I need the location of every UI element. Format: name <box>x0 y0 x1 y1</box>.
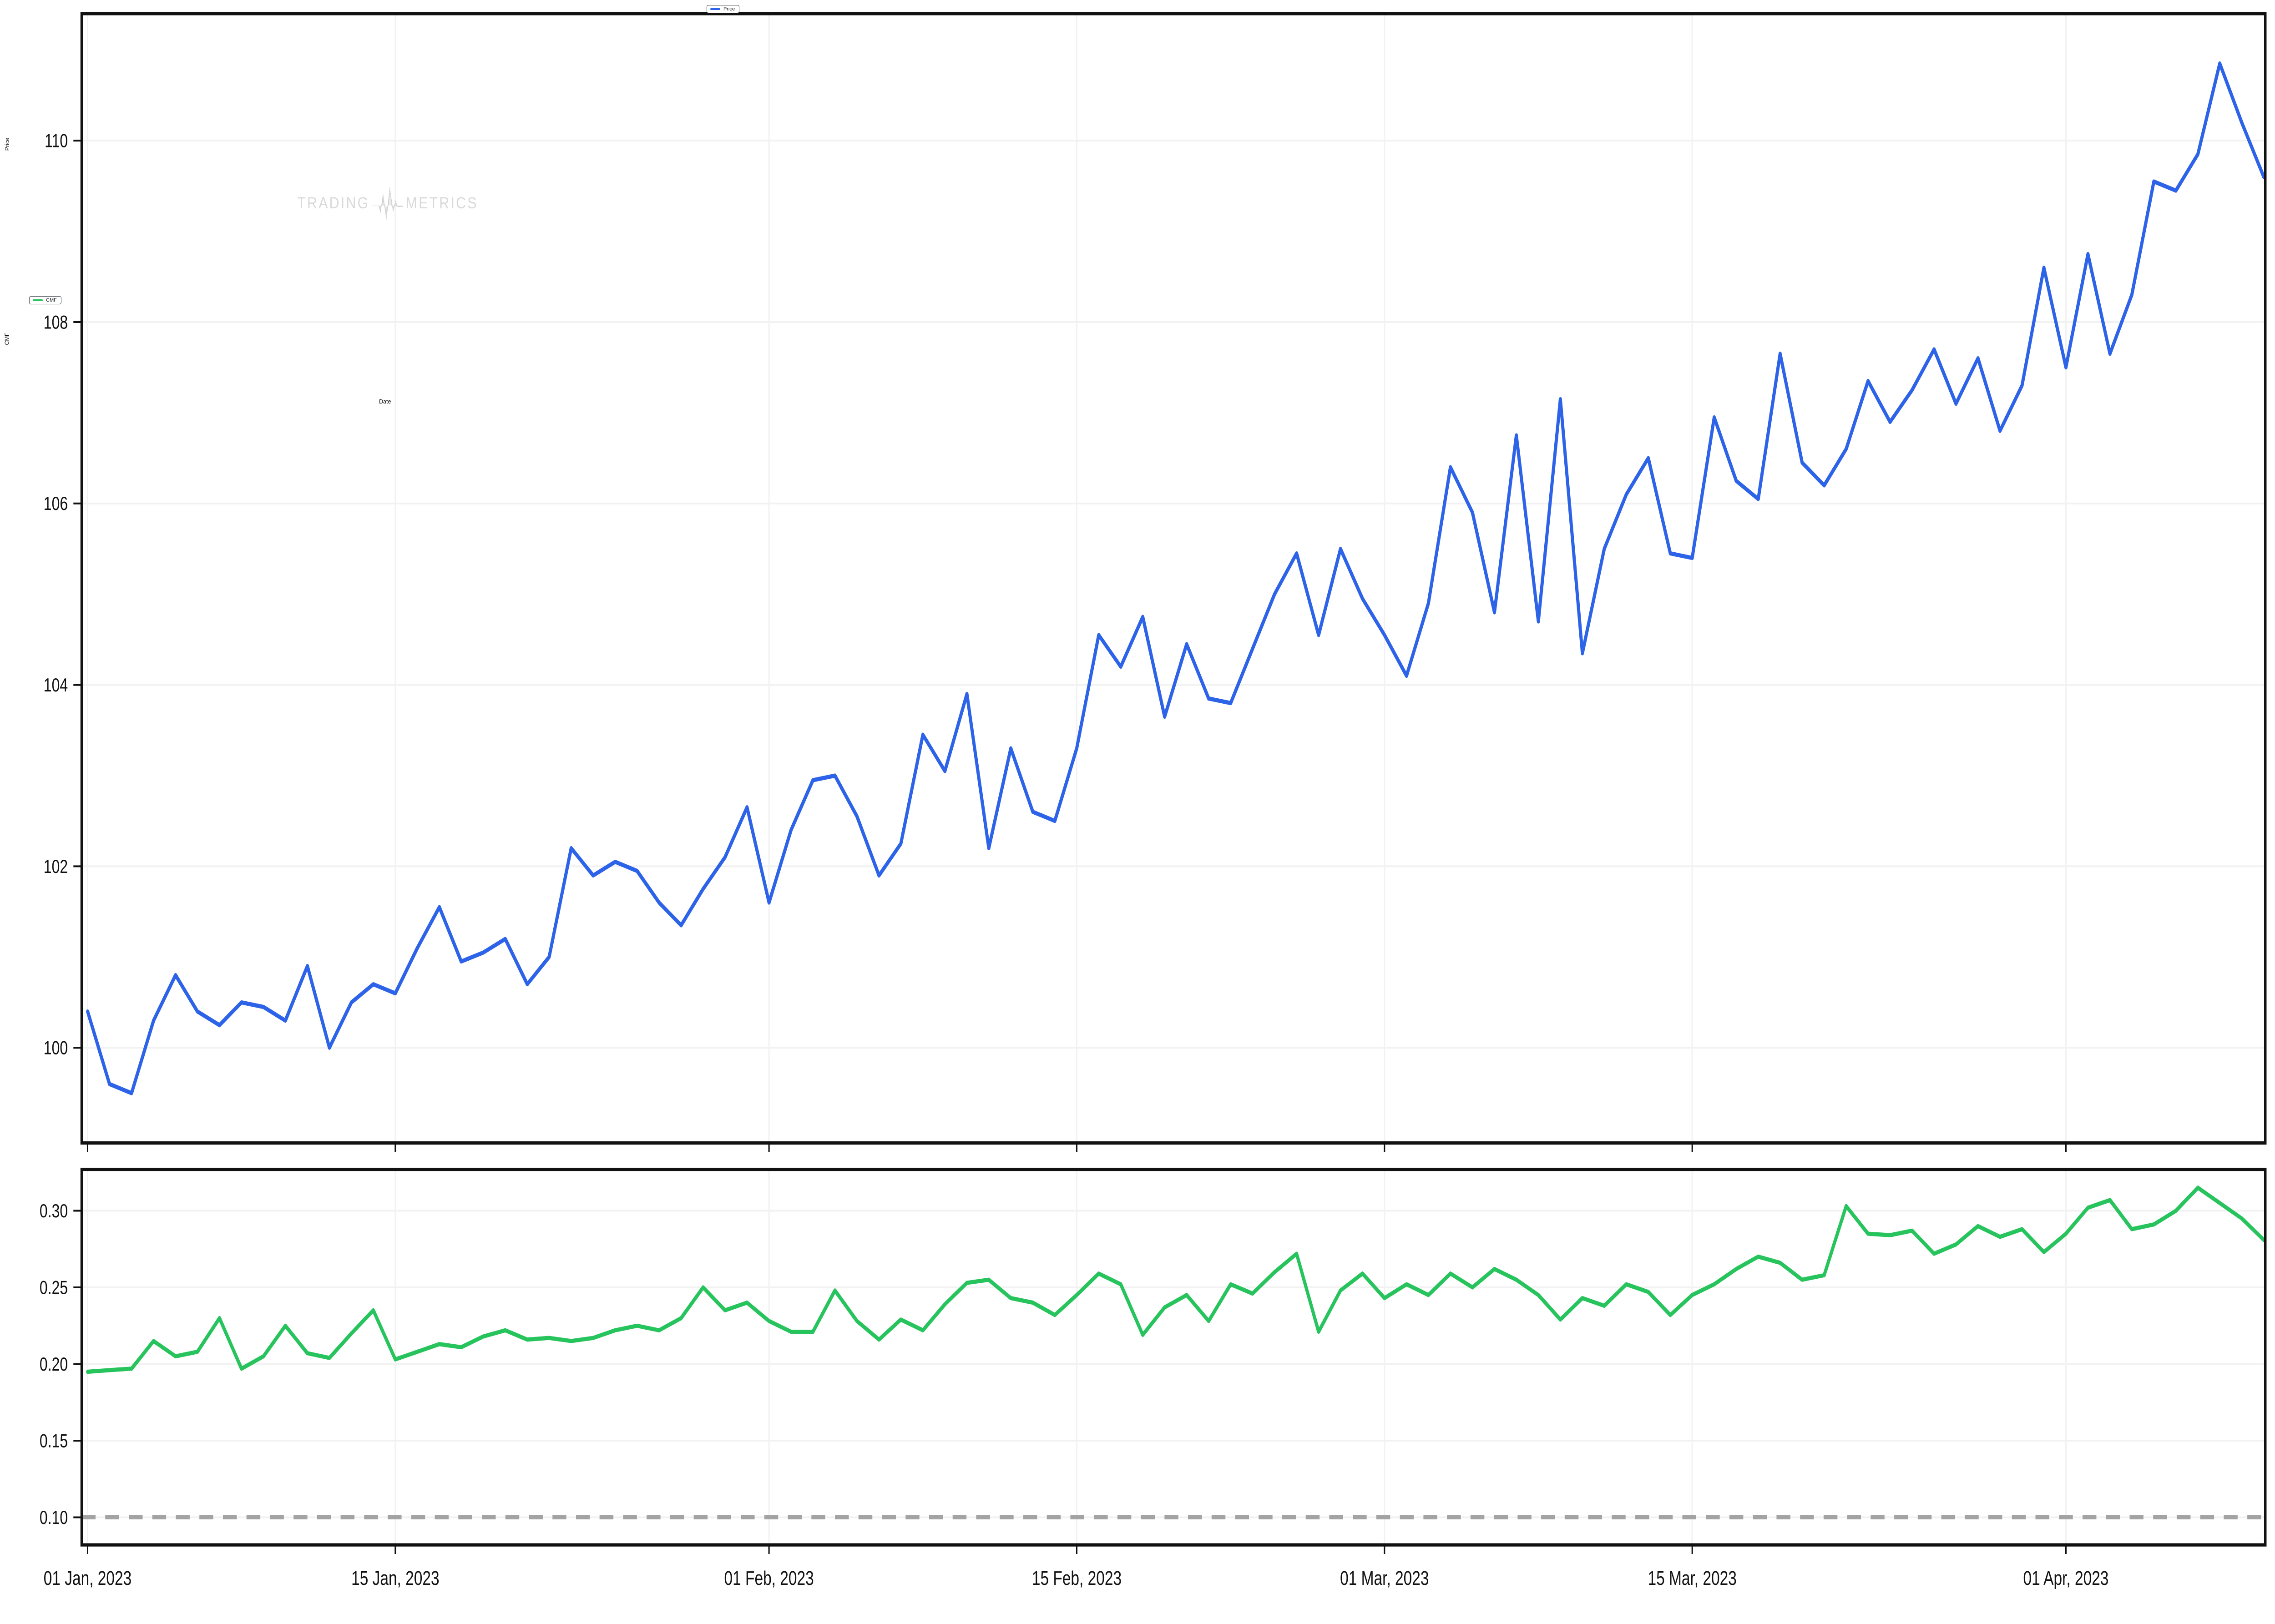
x-tick-label: 15 Jan, 2023 <box>351 1568 439 1589</box>
cmf-legend-label: CMF <box>46 298 57 303</box>
watermark-pulse-icon <box>372 187 404 220</box>
x-tick-label: 15 Mar, 2023 <box>1648 1568 1737 1589</box>
cmf-panel-border <box>80 1167 2267 1547</box>
price-legend-swatch <box>710 8 720 10</box>
y-tick-label: 102 <box>44 856 68 877</box>
price-line-series[interactable] <box>86 61 2265 1095</box>
x-tick-label: 15 Feb, 2023 <box>1032 1568 1122 1589</box>
x-tick-label: 01 Jan, 2023 <box>44 1568 131 1589</box>
price-panel-border <box>80 12 2267 1145</box>
watermark-left-word: TRADING <box>297 193 370 212</box>
x-tick-label: 01 Apr, 2023 <box>2023 1568 2109 1589</box>
watermark: TRADING METRICS <box>297 184 478 222</box>
y-tick-label: 0.10 <box>40 1507 68 1528</box>
x-tick-label: 01 Feb, 2023 <box>724 1568 814 1589</box>
cmf-legend-swatch <box>33 299 43 301</box>
price-axis-title: Price <box>4 137 11 151</box>
watermark-right-word: METRICS <box>405 193 478 212</box>
x-tick-label: 01 Mar, 2023 <box>1340 1568 1429 1589</box>
y-tick-label: 106 <box>44 493 68 514</box>
date-axis-title: Date <box>379 398 391 405</box>
cmf-axis-title: CMF <box>4 333 10 345</box>
price-legend-label: Price <box>723 6 735 12</box>
price-legend[interactable]: Price <box>707 5 740 13</box>
y-tick-label: 110 <box>45 130 68 151</box>
y-tick-label: 0.15 <box>40 1430 68 1451</box>
cmf-legend[interactable]: CMF <box>29 296 61 304</box>
y-tick-label: 100 <box>44 1037 68 1058</box>
cmf-line-series[interactable] <box>86 1185 2265 1374</box>
y-tick-label: 104 <box>44 674 68 696</box>
y-tick-label: 0.20 <box>40 1353 68 1375</box>
y-tick-label: 0.25 <box>40 1276 68 1298</box>
y-tick-label: 0.30 <box>40 1200 68 1221</box>
y-tick-label: 108 <box>44 311 68 333</box>
